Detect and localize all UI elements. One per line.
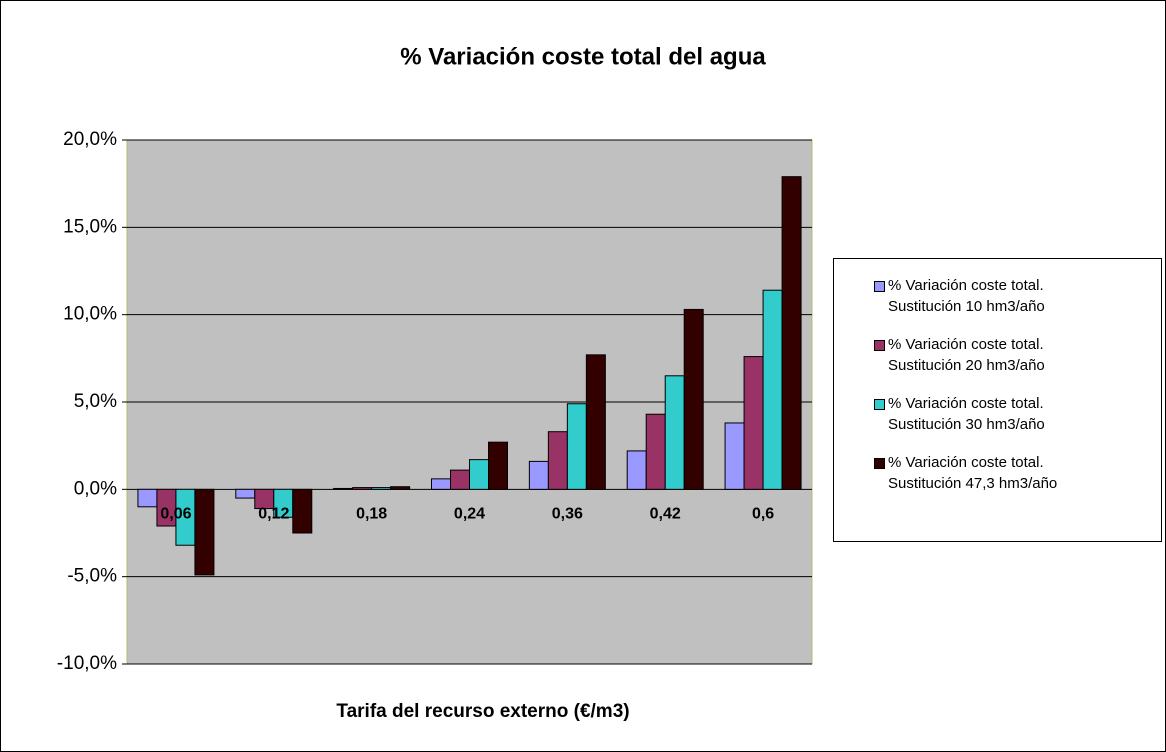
bar bbox=[194, 488, 215, 576]
bar bbox=[645, 413, 666, 490]
bar bbox=[585, 354, 606, 490]
bar bbox=[235, 488, 256, 499]
legend-item: % Variación coste total. Sustitución 20 … bbox=[874, 334, 1161, 376]
bar bbox=[664, 375, 685, 490]
bar bbox=[762, 289, 783, 490]
legend-label: % Variación coste total. Sustitución 47,… bbox=[888, 454, 1058, 492]
bar bbox=[683, 308, 704, 490]
bar bbox=[292, 488, 313, 534]
legend-swatch bbox=[874, 340, 885, 351]
chart-title: % Variación coste total del agua bbox=[400, 43, 766, 70]
bar bbox=[431, 478, 451, 490]
x-tick-label: 0,6 bbox=[752, 506, 774, 523]
legend: % Variación coste total. Sustitución 10 … bbox=[833, 258, 1162, 542]
bar bbox=[547, 431, 568, 490]
legend-label: % Variación coste total. Sustitución 20 … bbox=[888, 336, 1045, 374]
legend-label: % Variación coste total. Sustitución 10 … bbox=[888, 277, 1045, 315]
legend-item: % Variación coste total. Sustitución 10 … bbox=[874, 275, 1161, 317]
y-tick-label: -5,0% bbox=[67, 566, 117, 587]
bar bbox=[743, 356, 764, 490]
x-axis-label: Tarifa del recurso externo (€/m3) bbox=[336, 701, 629, 722]
bar bbox=[488, 441, 508, 490]
x-tick-label: 0,12 bbox=[258, 506, 289, 523]
bar bbox=[450, 469, 470, 490]
legend-swatch bbox=[874, 399, 885, 410]
y-tick-label: 0,0% bbox=[74, 478, 117, 499]
y-tick-label: 15,0% bbox=[63, 216, 117, 237]
bar bbox=[371, 487, 392, 490]
bar bbox=[724, 422, 745, 490]
x-tick-label: 0,36 bbox=[552, 506, 583, 523]
y-tick-label: 5,0% bbox=[74, 391, 117, 412]
x-tick-label: 0,06 bbox=[160, 506, 191, 523]
bar bbox=[390, 486, 411, 490]
legend-label: % Variación coste total. Sustitución 30 … bbox=[888, 395, 1045, 433]
y-tick-label: -10,0% bbox=[57, 653, 117, 674]
bar bbox=[626, 450, 647, 490]
legend-swatch bbox=[874, 458, 885, 469]
bar bbox=[781, 176, 802, 490]
x-tick-label: 0,18 bbox=[356, 506, 387, 523]
y-tick-label: 10,0% bbox=[63, 304, 117, 325]
x-tick-label: 0,24 bbox=[454, 506, 485, 523]
legend-swatch bbox=[874, 281, 885, 292]
bar bbox=[137, 488, 158, 508]
bar bbox=[528, 460, 549, 490]
x-tick-label: 0,42 bbox=[650, 506, 681, 523]
legend-item: % Variación coste total. Sustitución 47,… bbox=[874, 452, 1161, 494]
bar bbox=[566, 403, 587, 490]
y-tick-label: 20,0% bbox=[63, 129, 117, 150]
bar bbox=[469, 459, 489, 490]
legend-item: % Variación coste total. Sustitución 30 … bbox=[874, 393, 1161, 435]
bar bbox=[333, 487, 354, 490]
bar bbox=[352, 487, 373, 490]
